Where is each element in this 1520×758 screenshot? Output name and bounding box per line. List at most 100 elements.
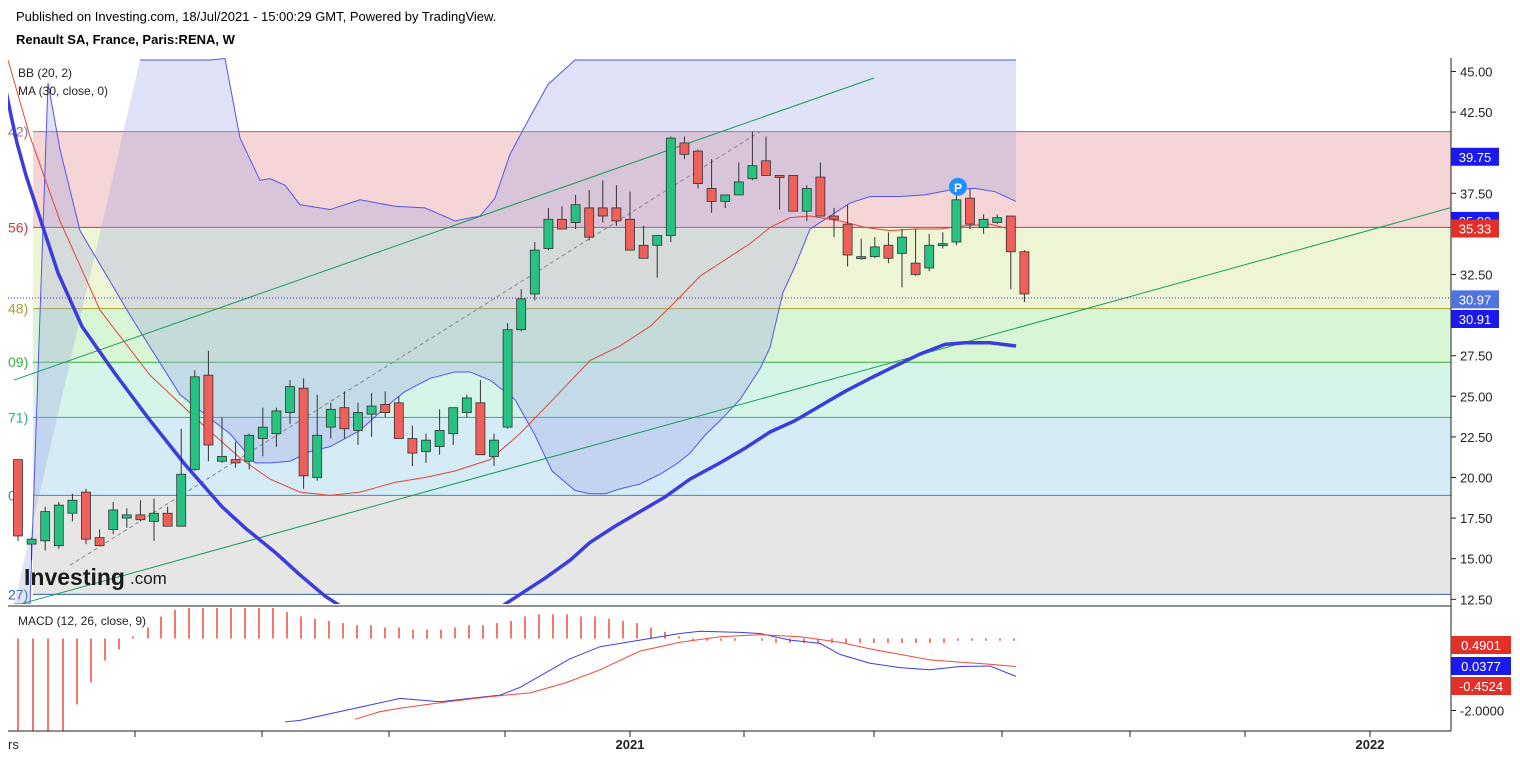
candle	[611, 185, 622, 226]
candle	[570, 194, 581, 230]
candle	[992, 214, 1003, 225]
candle	[883, 232, 894, 264]
candle-body	[244, 434, 255, 462]
candle-body	[761, 160, 771, 176]
candle-body	[94, 537, 105, 547]
candle-body	[230, 459, 241, 464]
y-tick-label: 27.50	[1460, 349, 1493, 364]
candle-body	[53, 504, 64, 547]
y-tick-label: 42.50	[1460, 105, 1493, 120]
candles	[8, 131, 1451, 561]
candle-body	[67, 499, 78, 514]
candle-body	[665, 137, 676, 236]
candle-body	[149, 512, 159, 522]
candle	[897, 229, 907, 288]
candle-body	[815, 176, 826, 217]
candle-body	[135, 514, 146, 521]
candle-body	[366, 405, 377, 415]
candle-body	[801, 188, 812, 212]
candle	[529, 242, 540, 301]
fib-zone	[33, 131, 1451, 228]
bb-fill	[14, 58, 1016, 604]
candle-body	[951, 199, 962, 243]
candle	[353, 402, 363, 446]
macd-tag-text: -0.4524	[1459, 679, 1503, 694]
candle	[788, 175, 799, 212]
candle	[312, 394, 323, 481]
candle	[652, 235, 663, 278]
candle-body	[992, 217, 1003, 223]
candle-body	[978, 218, 989, 228]
candle-body	[312, 434, 323, 478]
price-tag-bg	[1451, 147, 1499, 166]
candle	[693, 149, 703, 189]
candle	[203, 350, 214, 462]
candle-body	[257, 426, 268, 439]
fib-zone	[33, 308, 1451, 363]
candle	[448, 407, 459, 446]
candle-body	[26, 538, 37, 545]
candle	[597, 180, 608, 223]
candle	[747, 131, 758, 181]
candle-body	[924, 244, 935, 269]
bb-legend: BB (20, 2)	[18, 66, 72, 80]
axes: 45.00 42.50 37.50 32.50 27.50 25.00 22.50 20.00…	[8, 58, 1504, 752]
candle-body	[516, 298, 527, 331]
ma-legend: MA (30, close, 0)	[18, 84, 108, 98]
candle-body	[489, 439, 499, 457]
candle	[40, 506, 51, 551]
candle-body	[13, 459, 23, 537]
candle	[910, 229, 921, 277]
macd-tag-text: 0.0377	[1461, 659, 1501, 674]
price-tag-text: 30.91	[1459, 312, 1492, 327]
x-tick-label: 2021	[616, 737, 645, 752]
candle-body	[897, 236, 907, 254]
symbol-title: Renault SA, France, Paris:RENA, W	[16, 32, 235, 47]
candle	[638, 225, 649, 259]
y-tick-label: 20.00	[1460, 471, 1493, 486]
candle	[856, 238, 867, 260]
candle-body	[910, 262, 921, 275]
macd-tag: 0.0377	[1451, 657, 1511, 675]
macd-pane	[17, 608, 1017, 731]
logo-brand: Investing	[24, 564, 125, 590]
candle	[285, 380, 295, 424]
macd-tag: -0.4524	[1451, 677, 1511, 695]
price-tag: 35.33	[1451, 219, 1499, 238]
fib-level-label: 56)	[8, 219, 28, 235]
candle-body	[81, 491, 91, 540]
candle-body	[380, 404, 391, 413]
price-tag-text: 30.97	[1459, 292, 1492, 307]
candle	[434, 409, 445, 455]
candle-body	[325, 408, 336, 428]
candle	[516, 289, 527, 332]
bb-lower-line	[14, 82, 1017, 604]
signal-line	[354, 634, 1017, 720]
candle-body	[842, 223, 853, 256]
candle	[1019, 250, 1030, 303]
candle	[1005, 215, 1016, 290]
candle-body	[829, 215, 839, 220]
fib-zone	[33, 495, 1451, 595]
fib-level-label: 09)	[8, 354, 28, 370]
candle	[366, 393, 377, 437]
pivot-circle	[949, 177, 967, 196]
bb-upper-line	[140, 58, 1016, 222]
candle	[978, 214, 989, 234]
candle-body	[625, 218, 635, 251]
candle-body	[393, 402, 404, 439]
candle-body	[856, 256, 867, 260]
price-tag-bg	[1451, 219, 1499, 238]
candle-body	[121, 514, 132, 519]
macd-tag-bg	[1451, 677, 1511, 695]
candle	[81, 488, 91, 545]
candle	[298, 378, 309, 489]
candle-body	[461, 397, 472, 413]
candle-body	[176, 473, 187, 527]
candle-body	[883, 244, 894, 259]
candle	[149, 498, 159, 541]
candle	[94, 529, 105, 547]
candle-body	[298, 387, 309, 477]
candle	[937, 232, 948, 249]
